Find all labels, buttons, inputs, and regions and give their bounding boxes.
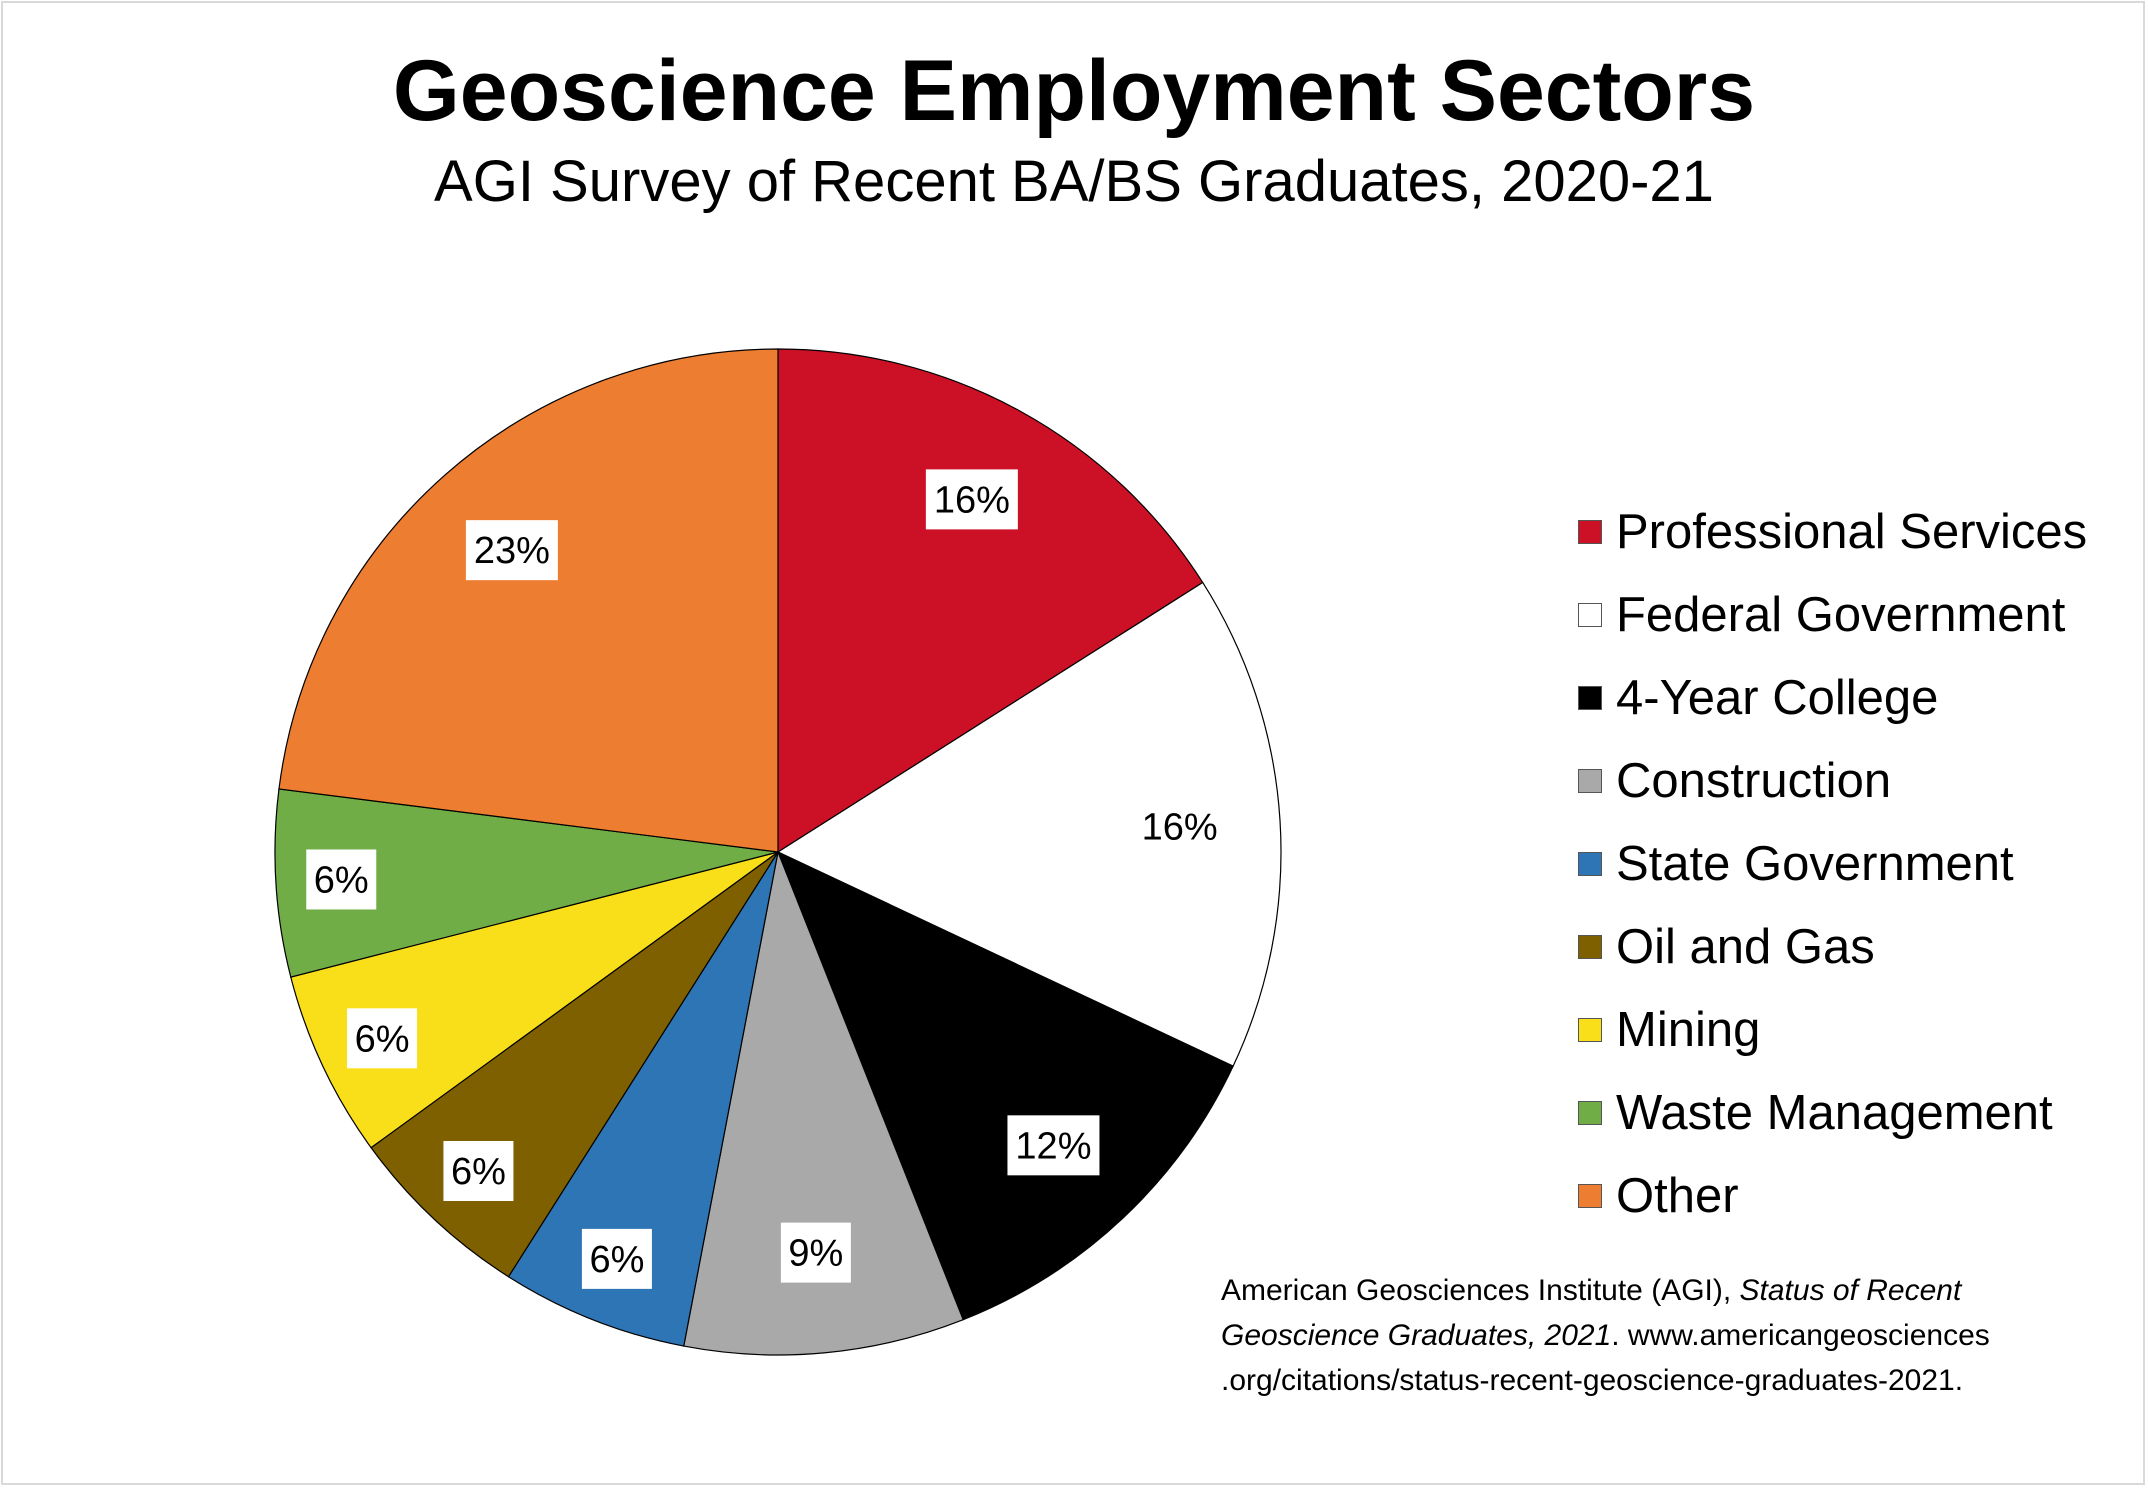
legend-swatch [1578,1017,1602,1042]
data-label-box [925,469,1018,530]
legend-swatch [1578,1183,1602,1208]
legend-item: Construction [1578,739,2087,822]
pie-slice-federal-government [776,581,1282,1067]
pie-slice-mining [290,851,779,1149]
data-label-text: 6% [355,1018,410,1060]
legend-item: Federal Government [1578,573,2087,656]
pie-slice-professional-services [777,348,1204,854]
legend-swatch [1578,519,1602,544]
data-label-box [1007,1115,1100,1176]
data-label-box [465,520,558,581]
chart-subtitle: AGI Survey of Recent BA/BS Graduates, 20… [434,149,1714,214]
legend-item: Waste Management [1578,1071,2087,1154]
legend-label: State Government [1616,836,2014,891]
caption-italic: Status of Recent [1739,1274,1962,1307]
data-label: 16% [925,469,1018,530]
legend: Professional Services Federal Government 4… [1578,490,2087,1237]
pie-slice-state-government [507,851,779,1347]
data-label-box [306,849,377,910]
legend-label: Professional Services [1616,504,2088,559]
pie-slice-other [278,348,779,853]
legend-label: 4-Year College [1616,670,1939,725]
legend-item: Other [1578,1154,2087,1237]
caption-text: .org/citations/status-recent-geoscience-… [1221,1364,1964,1397]
data-label-box [780,1222,851,1283]
data-label-text: 16% [1142,807,1218,849]
data-label: 23% [465,520,558,581]
data-label: 6% [306,849,377,910]
data-label-box [347,1008,418,1069]
pie-slice-waste-management [274,788,779,978]
legend-swatch [1578,602,1602,627]
caption-text: American Geosciences Institute (AGI), [1221,1274,1740,1307]
caption-italic: Geoscience Graduates, 2021 [1221,1319,1612,1352]
data-label-text: 6% [314,859,369,901]
chart-title: Geoscience Employment Sectors [392,43,1756,139]
legend-swatch [1578,685,1602,710]
data-label: 6% [443,1141,514,1202]
data-label-box [581,1228,652,1289]
legend-swatch [1578,1100,1602,1125]
legend-label: Construction [1616,753,1892,808]
legend-label: Waste Management [1616,1085,2053,1140]
legend-swatch [1578,768,1602,793]
data-label-text: 23% [474,530,550,572]
legend-item: 4-Year College [1578,656,2087,739]
data-label-box [443,1141,514,1202]
data-label-text: 12% [1015,1125,1091,1167]
legend-item: Oil and Gas [1578,905,2087,988]
legend-swatch [1578,851,1602,876]
data-label-text: 9% [788,1233,843,1275]
legend-item: Mining [1578,988,2087,1071]
data-label: 16% [1133,796,1226,857]
data-label: 6% [581,1228,652,1289]
data-label-text: 6% [589,1239,644,1281]
data-label: 6% [347,1008,418,1069]
data-label-text: 16% [934,479,1010,521]
legend-item: State Government [1578,822,2087,905]
legend-label: Oil and Gas [1616,919,1875,974]
pie-slice-construction [683,849,964,1356]
legend-label: Federal Government [1616,587,2066,642]
caption-text: . www.americangeosciences [1611,1319,1990,1352]
data-label-box [1133,796,1226,857]
legend-item: Professional Services [1578,490,2087,573]
legend-label: Other [1616,1168,1739,1223]
data-label: 9% [780,1222,851,1283]
data-label: 12% [1007,1115,1100,1176]
data-label-text: 6% [451,1151,506,1193]
legend-label: Mining [1616,1002,1761,1057]
legend-swatch [1578,934,1602,959]
pie-slice-4-year-college [776,850,1234,1321]
source-caption: American Geosciences Institute (AGI), St… [1221,1268,1990,1403]
